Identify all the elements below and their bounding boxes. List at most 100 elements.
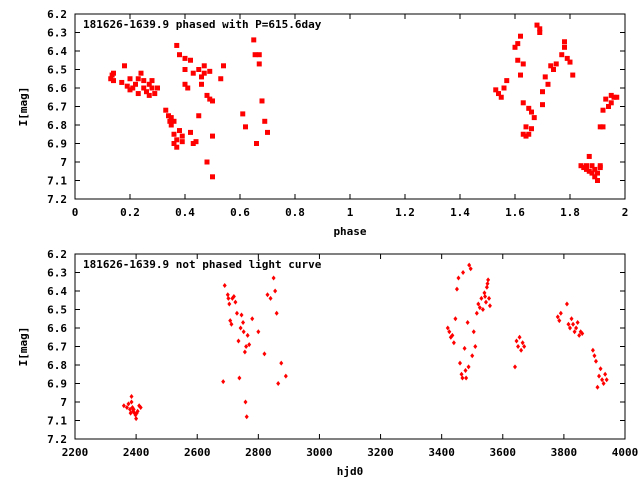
data-point [262, 351, 267, 357]
data-point [545, 81, 551, 87]
data-point [483, 299, 488, 305]
data-point [593, 358, 598, 364]
plot-frame [74, 253, 626, 440]
data-point [185, 85, 191, 91]
data-point [584, 163, 589, 169]
data-point [141, 85, 147, 91]
data-point [480, 307, 485, 312]
data-point [204, 92, 210, 98]
data-point [531, 115, 537, 121]
data-point [589, 163, 595, 169]
x-tick-label: 0.2 [120, 206, 140, 219]
data-point [487, 295, 492, 301]
data-point [516, 344, 521, 349]
data-point [171, 141, 177, 146]
data-point [228, 318, 233, 324]
data-point [174, 42, 180, 48]
y-axis-label: I[mag] [17, 87, 30, 127]
data-point [473, 344, 478, 349]
data-point [130, 85, 136, 91]
data-point [450, 332, 455, 338]
data-point [225, 292, 230, 298]
y-tick-label: 6.8 [47, 359, 67, 372]
x-tick-label: 1.8 [560, 206, 580, 219]
data-point [149, 78, 155, 84]
data-point [247, 342, 252, 348]
chart-title: 181626-1639.9 not phased light curve [83, 258, 322, 271]
data-point [201, 63, 207, 69]
data-point [279, 360, 284, 366]
data-point [135, 76, 141, 82]
data-point [586, 168, 592, 174]
data-point [243, 124, 248, 130]
data-point [604, 377, 609, 383]
data-point [482, 290, 487, 296]
x-axis-label: phase [333, 225, 366, 238]
data-point [221, 63, 226, 69]
data-point [166, 113, 171, 119]
data-point [129, 399, 134, 405]
data-point [453, 316, 458, 322]
data-point [584, 166, 589, 172]
data-point [168, 122, 174, 128]
data-point [474, 310, 479, 316]
data-point [256, 52, 262, 58]
data-point [121, 403, 126, 409]
data-point [537, 30, 543, 35]
data-point [568, 325, 572, 331]
data-point [600, 124, 606, 130]
y-tick-label: 6.2 [47, 248, 67, 261]
data-point [163, 107, 169, 113]
data-point [271, 275, 276, 281]
data-point [557, 318, 562, 324]
data-point [464, 375, 469, 381]
x-tick-label: 1 [347, 206, 354, 219]
data-point [227, 301, 232, 307]
data-point [501, 85, 507, 91]
data-point [244, 414, 249, 420]
data-point [218, 76, 224, 82]
data-point [188, 57, 193, 63]
data-point [569, 316, 574, 322]
data-point [471, 329, 476, 335]
data-point [575, 319, 580, 325]
data-point [595, 170, 600, 176]
data-point [484, 284, 489, 290]
data-point [590, 347, 595, 353]
x-axis-label: hjd0 [337, 465, 364, 478]
data-point [487, 303, 492, 309]
data-point [537, 26, 543, 32]
data-point [276, 381, 281, 386]
data-point [201, 70, 207, 76]
data-point [513, 364, 517, 370]
data-point [241, 329, 246, 335]
data-point [111, 78, 116, 84]
data-point [207, 68, 213, 74]
data-point [171, 118, 177, 124]
x-tick-label: 0 [72, 206, 79, 219]
data-point [234, 310, 239, 316]
data-point [485, 281, 490, 287]
data-point [273, 288, 278, 294]
data-point [540, 102, 545, 108]
data-point [519, 347, 524, 353]
data-point [477, 305, 482, 311]
data-point [562, 44, 567, 50]
data-point [207, 96, 213, 102]
data-point [122, 63, 127, 69]
data-point [589, 170, 595, 176]
data-point [542, 74, 548, 80]
data-point [548, 63, 554, 69]
data-point [135, 91, 141, 97]
data-point [514, 338, 519, 344]
data-point [597, 124, 603, 130]
data-point [242, 349, 247, 355]
data-point [603, 371, 608, 377]
data-point [134, 416, 139, 422]
data-point [229, 321, 234, 327]
data-point [222, 282, 227, 288]
y-tick-label: 6.7 [47, 101, 67, 114]
data-point [196, 113, 202, 119]
data-point [196, 67, 202, 72]
